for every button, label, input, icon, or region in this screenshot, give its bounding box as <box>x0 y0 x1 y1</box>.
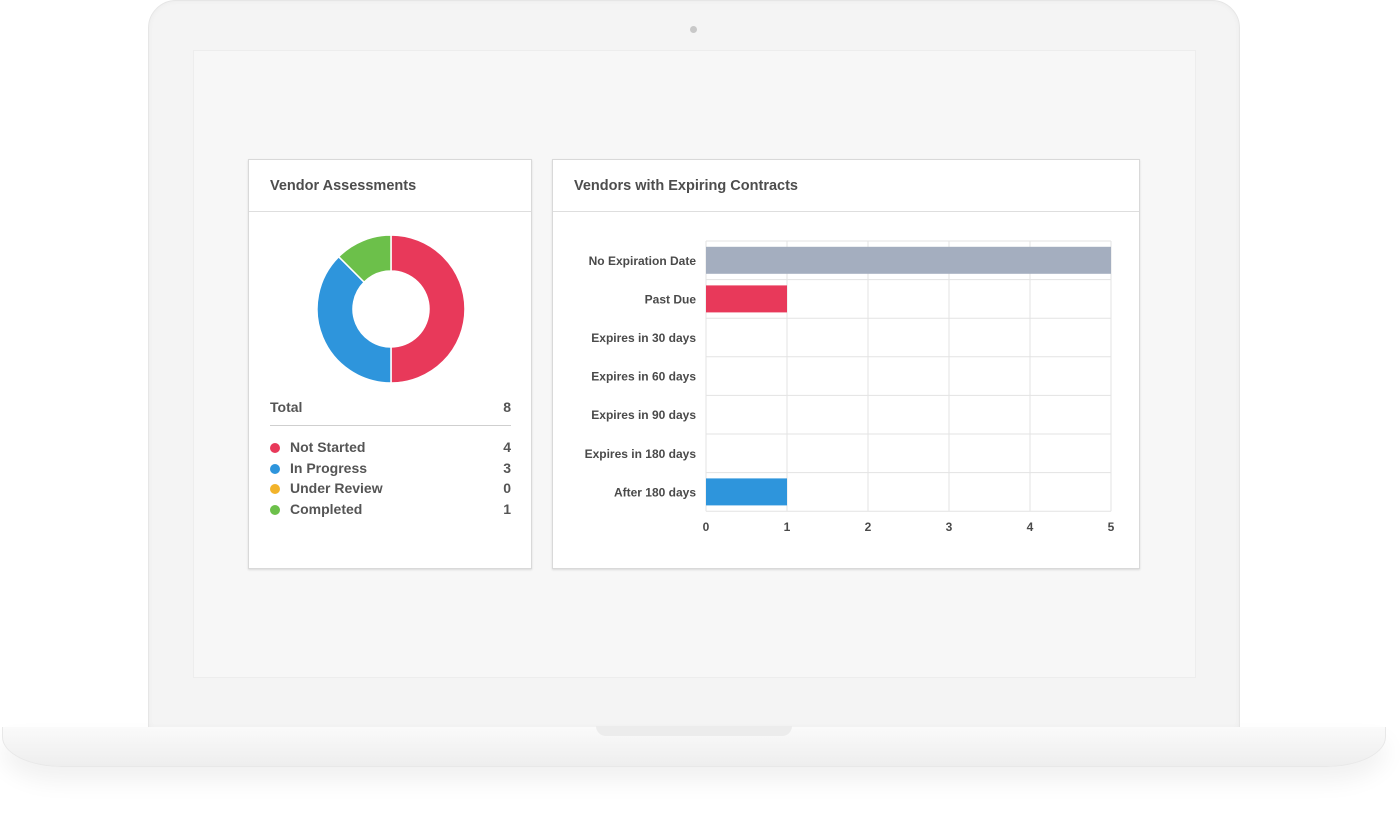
total-row: Total 8 <box>270 398 511 426</box>
donut-slice-completed[interactable] <box>337 234 392 284</box>
category-label-expires-in-90-days: Expires in 90 days <box>591 408 696 422</box>
legend-dot-icon <box>270 504 280 515</box>
total-label: Total <box>270 399 303 415</box>
legend-dot-icon <box>270 463 280 474</box>
x-tick-label: 0 <box>703 520 710 534</box>
laptop-notch <box>596 726 792 736</box>
donut-chart[interactable] <box>316 234 466 384</box>
legend-dot-icon <box>270 484 280 494</box>
panel-title: Vendor Assessments <box>249 160 531 212</box>
bar-after-180-days[interactable] <box>706 478 787 506</box>
camera-dot <box>690 26 697 33</box>
donut-slice-in-progress[interactable] <box>316 255 392 384</box>
legend-label: Not Started <box>290 439 366 455</box>
donut-svg <box>316 234 466 384</box>
legend-item-completed[interactable]: Completed 1 <box>270 500 511 521</box>
x-tick-label: 5 <box>1108 520 1115 534</box>
x-tick-label: 3 <box>946 520 953 534</box>
vendor-assessments-panel: Vendor Assessments Total 8 Not Started 4… <box>248 159 532 569</box>
category-label-after-180-days: After 180 days <box>614 485 696 499</box>
legend-label: Completed <box>290 500 363 517</box>
legend-dot-icon <box>270 443 280 453</box>
category-label-expires-in-60-days: Expires in 60 days <box>591 370 696 384</box>
legend-value: 0 <box>503 480 511 496</box>
legend-item-not-started[interactable]: Not Started 4 <box>270 438 511 459</box>
category-label-expires-in-180-days: Expires in 180 days <box>585 447 697 461</box>
legend-value: 1 <box>503 500 511 517</box>
bar-no-expiration-date[interactable] <box>706 246 1111 274</box>
legend-value: 4 <box>503 439 511 455</box>
legend-value: 3 <box>503 459 511 476</box>
total-value: 8 <box>503 399 511 415</box>
panel-title: Vendors with Expiring Contracts <box>553 160 1139 212</box>
legend-label: Under Review <box>290 480 383 496</box>
x-tick-label: 2 <box>865 520 872 534</box>
legend-item-in-progress[interactable]: In Progress 3 <box>270 459 511 480</box>
bar-past-due[interactable] <box>706 285 787 313</box>
category-label-expires-in-30-days: Expires in 30 days <box>591 331 696 345</box>
bar-chart-svg: No Expiration Date Past Due Expires in 30 … <box>585 240 1115 534</box>
legend: Not Started 4 In Progress 3 Under Review… <box>270 438 511 520</box>
bar-chart: No Expiration Date Past Due Expires in 30 … <box>553 213 1139 569</box>
legend-label: In Progress <box>290 459 368 476</box>
legend-item-under-review[interactable]: Under Review 0 <box>270 479 511 500</box>
category-label-no-expiration-date: No Expiration Date <box>589 254 697 268</box>
x-tick-label: 1 <box>784 520 791 534</box>
donut-slice-not-started[interactable] <box>390 234 466 384</box>
x-tick-label: 4 <box>1027 520 1034 534</box>
expiring-contracts-panel: Vendors with Expiring Contracts No Expir… <box>552 159 1140 569</box>
category-label-past-due: Past Due <box>645 292 697 306</box>
